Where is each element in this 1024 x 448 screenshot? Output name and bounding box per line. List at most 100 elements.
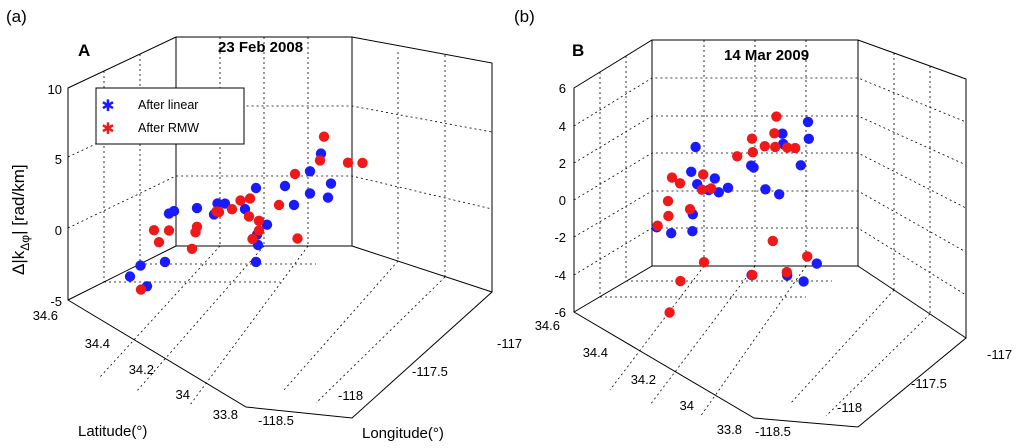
panel-b-lon-tick: -117 — [987, 347, 1012, 362]
panel-b-points — [651, 111, 822, 318]
panel-a-lon-tick: -118 — [338, 388, 363, 403]
point-after-linear — [325, 178, 337, 189]
point-after-linear — [795, 160, 806, 171]
point-after-rmw — [790, 142, 801, 154]
panel-b-z-ticks: 6 4 2 0 -2 -4 -6 — [554, 81, 566, 320]
point-after-rmw — [253, 225, 265, 236]
panel-a: 10 5 0 -5 34.6 34.4 34.2 34 33.8 -118.5 … — [6, 7, 522, 442]
point-after-linear — [722, 182, 734, 193]
point-after-linear — [760, 184, 771, 195]
panel-b-ztick: 6 — [559, 81, 566, 96]
point-after-linear — [803, 133, 814, 144]
panel-a-lat-tick: 34.6 — [33, 308, 58, 323]
panel-b-ztick: -4 — [554, 268, 566, 283]
point-after-rmw — [675, 275, 686, 287]
panel-a-ylabel-sub: Δφ — [18, 235, 32, 251]
point-after-linear — [124, 271, 136, 282]
point-after-linear — [135, 260, 146, 271]
point-after-rmw — [342, 157, 354, 168]
point-after-rmw — [802, 251, 813, 262]
point-after-linear — [774, 189, 785, 200]
point-after-rmw — [289, 168, 301, 180]
panel-a-lon-tick: -117.5 — [412, 364, 448, 379]
panel-b-label: (b) — [514, 7, 535, 26]
panel-a-ztick: 0 — [55, 223, 62, 238]
panel-b-ztick: -6 — [554, 305, 566, 320]
point-after-rmw — [135, 284, 147, 295]
point-after-linear — [798, 276, 809, 287]
point-after-linear — [288, 199, 300, 211]
panel-b-lon-tick: -117.5 — [911, 376, 947, 391]
point-after-rmw — [253, 215, 265, 226]
panel-b-title: 14 Mar 2009 — [724, 47, 809, 64]
panel-b-lon-tick: -118.5 — [755, 424, 791, 439]
panel-a-ztick: 10 — [48, 82, 62, 97]
panel-a-lat-tick: 34 — [176, 387, 190, 402]
point-after-rmw — [226, 204, 238, 215]
point-after-linear — [191, 202, 203, 214]
legend-marker-linear: ✱ — [101, 98, 114, 115]
panel-a-longitude-label: Longitude(°) — [362, 425, 444, 442]
panel-b-gridlines — [573, 40, 967, 418]
point-after-rmw — [706, 183, 717, 194]
panel-b-lat-tick: 33.8 — [717, 422, 742, 437]
panel-a-ylabel-main: Δ|k — [9, 250, 28, 275]
panel-b-letter: B — [572, 41, 584, 60]
panel-b-ztick: 2 — [559, 156, 566, 171]
point-after-rmw — [235, 195, 246, 206]
panel-b-ztick: 0 — [559, 193, 566, 208]
point-after-rmw — [746, 133, 758, 144]
point-after-linear — [686, 166, 697, 177]
point-after-linear — [250, 182, 262, 194]
point-after-linear — [690, 141, 701, 153]
point-after-linear — [322, 192, 334, 203]
panel-b-lat-tick: 34.2 — [631, 372, 656, 387]
point-after-rmw — [153, 237, 165, 248]
panel-a-letter: A — [78, 41, 90, 60]
panel-b-ztick: 4 — [559, 119, 566, 134]
panel-a-lat-tick: 34.2 — [129, 362, 154, 377]
point-after-rmw — [696, 184, 708, 195]
point-after-linear — [687, 226, 698, 237]
point-after-linear — [709, 173, 720, 184]
panel-b-floor-edge-right — [857, 265, 967, 339]
point-after-rmw — [186, 243, 198, 254]
panel-a-title: 23 Feb 2008 — [218, 39, 303, 56]
point-after-linear — [748, 162, 759, 173]
panel-a-latitude-label: Latitude(°) — [78, 423, 147, 440]
panel-a-ylabel: Δ|kΔφ| [rad/km] — [9, 164, 32, 275]
point-after-rmw — [247, 233, 258, 245]
panel-b-floor-edge-left — [573, 265, 653, 313]
point-after-linear — [811, 258, 822, 269]
point-after-linear — [666, 228, 677, 239]
panel-a-longitude-ticks: -118.5 -118 -117.5 -117 — [258, 336, 522, 428]
point-after-rmw — [769, 128, 780, 139]
point-after-linear — [304, 166, 316, 177]
point-after-linear — [777, 128, 788, 139]
panel-a-floor-edge-left — [67, 245, 177, 301]
panel-a-lat-tick: 34.4 — [85, 336, 110, 351]
point-after-linear — [250, 256, 262, 268]
panel-a-points — [124, 131, 368, 295]
panel-b-lat-tick: 34.6 — [535, 318, 560, 333]
panel-a-ztick: -5 — [50, 294, 62, 309]
point-after-rmw — [163, 225, 175, 236]
point-after-rmw — [767, 235, 778, 247]
panel-b-lon-tick: -118 — [837, 400, 862, 415]
point-after-linear — [802, 116, 814, 128]
panel-b-latitude-ticks: 34.6 34.4 34.2 34 33.8 — [535, 318, 742, 437]
point-after-linear — [163, 208, 175, 219]
point-after-linear — [212, 198, 223, 209]
panel-a-label: (a) — [6, 7, 27, 26]
panel-b-longitude-ticks: -118.5 -118 -117.5 -117 — [755, 347, 1012, 439]
point-after-linear — [261, 219, 273, 230]
point-after-rmw — [782, 142, 793, 153]
panel-a-lon-tick: -118.5 — [258, 413, 294, 428]
point-after-rmw — [273, 199, 285, 211]
panel-a-lat-tick: 33.8 — [213, 407, 238, 422]
point-after-rmw — [148, 225, 160, 236]
legend-box — [95, 87, 245, 145]
point-after-rmw — [292, 233, 303, 244]
point-after-rmw — [666, 172, 678, 183]
